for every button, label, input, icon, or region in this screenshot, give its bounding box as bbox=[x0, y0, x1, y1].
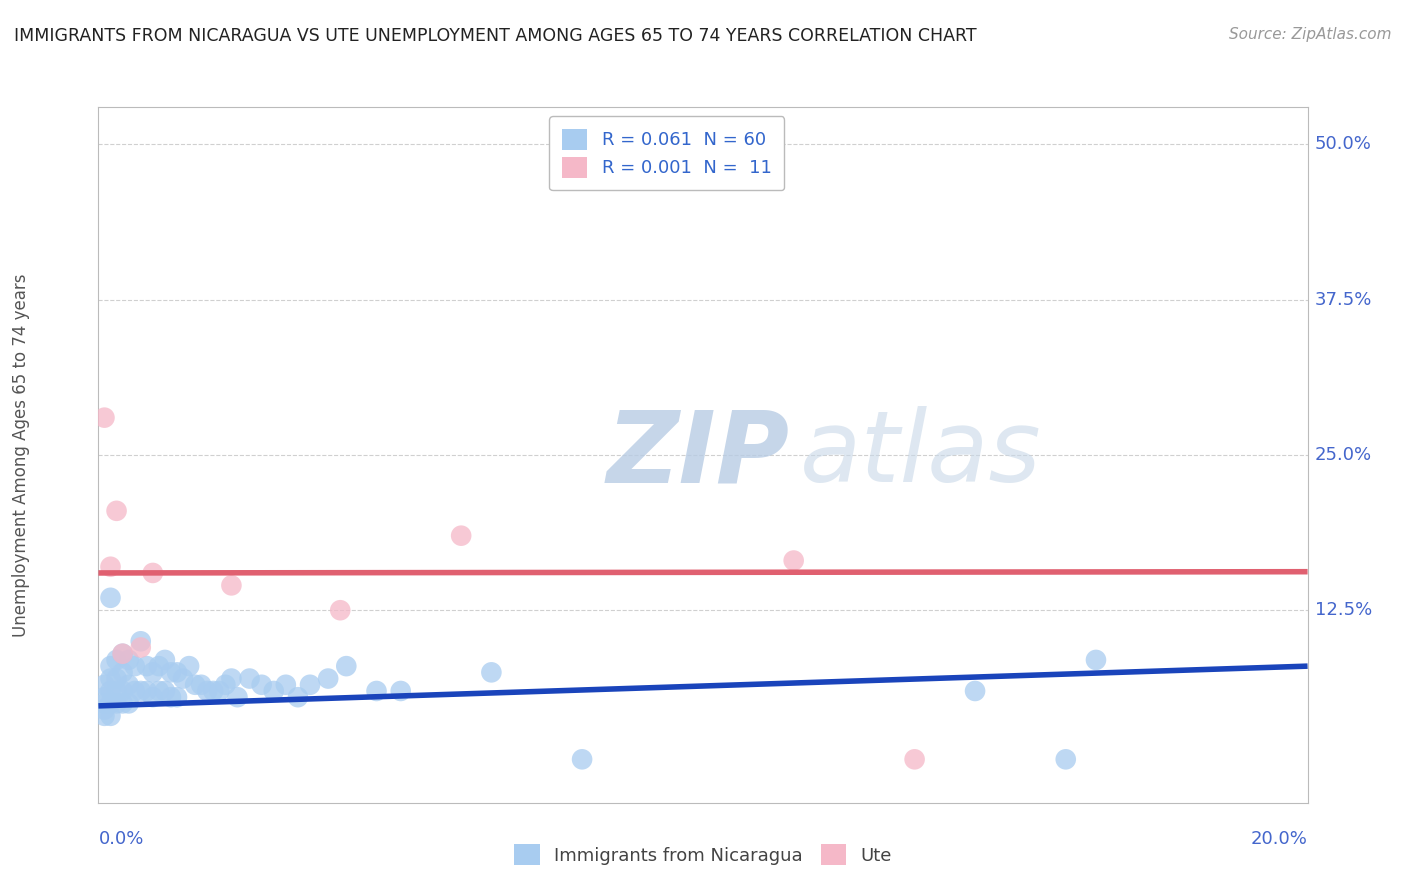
Point bbox=[571, 752, 593, 766]
Point bbox=[366, 684, 388, 698]
Point bbox=[118, 697, 141, 711]
Point bbox=[184, 678, 207, 692]
Point bbox=[111, 697, 134, 711]
Point bbox=[782, 553, 804, 567]
Point bbox=[177, 659, 201, 673]
Point bbox=[160, 690, 183, 705]
Text: 20.0%: 20.0% bbox=[1251, 830, 1308, 847]
Point bbox=[166, 690, 188, 705]
Point bbox=[129, 634, 152, 648]
Point bbox=[105, 697, 128, 711]
Text: 25.0%: 25.0% bbox=[1315, 446, 1372, 464]
Point bbox=[93, 703, 115, 717]
Point bbox=[111, 647, 134, 661]
Point bbox=[118, 653, 141, 667]
Point bbox=[1054, 752, 1077, 766]
Point bbox=[299, 678, 322, 692]
Point bbox=[135, 684, 157, 698]
Point bbox=[118, 678, 141, 692]
Point bbox=[93, 410, 115, 425]
Point bbox=[287, 690, 309, 705]
Point bbox=[129, 684, 152, 698]
Point bbox=[105, 684, 128, 698]
Text: 0.0%: 0.0% bbox=[98, 830, 143, 847]
Point bbox=[250, 678, 273, 692]
Point bbox=[93, 678, 115, 692]
Point bbox=[105, 672, 128, 686]
Point bbox=[111, 665, 134, 680]
Point bbox=[100, 559, 122, 574]
Legend: R = 0.061  N = 60, R = 0.001  N =  11: R = 0.061 N = 60, R = 0.001 N = 11 bbox=[550, 116, 785, 190]
Point bbox=[153, 684, 176, 698]
Point bbox=[100, 659, 122, 673]
Point bbox=[329, 603, 352, 617]
Point bbox=[142, 690, 165, 705]
Point bbox=[160, 665, 183, 680]
Point bbox=[100, 684, 122, 698]
Point bbox=[93, 690, 115, 705]
Point bbox=[124, 659, 146, 673]
Text: ZIP: ZIP bbox=[606, 407, 789, 503]
Point bbox=[208, 684, 231, 698]
Point bbox=[148, 659, 170, 673]
Point bbox=[100, 697, 122, 711]
Point bbox=[263, 684, 285, 698]
Point bbox=[965, 684, 987, 698]
Point bbox=[93, 697, 115, 711]
Point bbox=[1085, 653, 1108, 667]
Text: Unemployment Among Ages 65 to 74 years: Unemployment Among Ages 65 to 74 years bbox=[13, 273, 30, 637]
Point bbox=[124, 684, 146, 698]
Point bbox=[100, 708, 122, 723]
Point bbox=[135, 659, 157, 673]
Point bbox=[100, 591, 122, 605]
Text: 12.5%: 12.5% bbox=[1315, 601, 1372, 619]
Point bbox=[190, 678, 212, 692]
Point bbox=[239, 672, 262, 686]
Point bbox=[274, 678, 297, 692]
Text: 37.5%: 37.5% bbox=[1315, 291, 1372, 309]
Point bbox=[226, 690, 249, 705]
Point bbox=[142, 566, 165, 580]
Point bbox=[195, 684, 218, 698]
Point bbox=[450, 529, 472, 543]
Point bbox=[389, 684, 412, 698]
Point bbox=[172, 672, 194, 686]
Point bbox=[166, 665, 188, 680]
Point bbox=[153, 653, 176, 667]
Point bbox=[148, 684, 170, 698]
Text: IMMIGRANTS FROM NICARAGUA VS UTE UNEMPLOYMENT AMONG AGES 65 TO 74 YEARS CORRELAT: IMMIGRANTS FROM NICARAGUA VS UTE UNEMPLO… bbox=[14, 27, 977, 45]
Point bbox=[904, 752, 927, 766]
Point bbox=[316, 672, 339, 686]
Point bbox=[335, 659, 357, 673]
Point bbox=[105, 653, 128, 667]
Text: atlas: atlas bbox=[800, 407, 1042, 503]
Legend: Immigrants from Nicaragua, Ute: Immigrants from Nicaragua, Ute bbox=[505, 835, 901, 874]
Point bbox=[93, 708, 115, 723]
Point bbox=[142, 665, 165, 680]
Point bbox=[481, 665, 503, 680]
Point bbox=[111, 647, 134, 661]
Point bbox=[221, 578, 243, 592]
Point bbox=[214, 678, 236, 692]
Point bbox=[129, 640, 152, 655]
Point bbox=[105, 504, 128, 518]
Point bbox=[100, 672, 122, 686]
Point bbox=[202, 684, 225, 698]
Point bbox=[111, 684, 134, 698]
Point bbox=[221, 672, 243, 686]
Text: 50.0%: 50.0% bbox=[1315, 136, 1371, 153]
Text: Source: ZipAtlas.com: Source: ZipAtlas.com bbox=[1229, 27, 1392, 42]
